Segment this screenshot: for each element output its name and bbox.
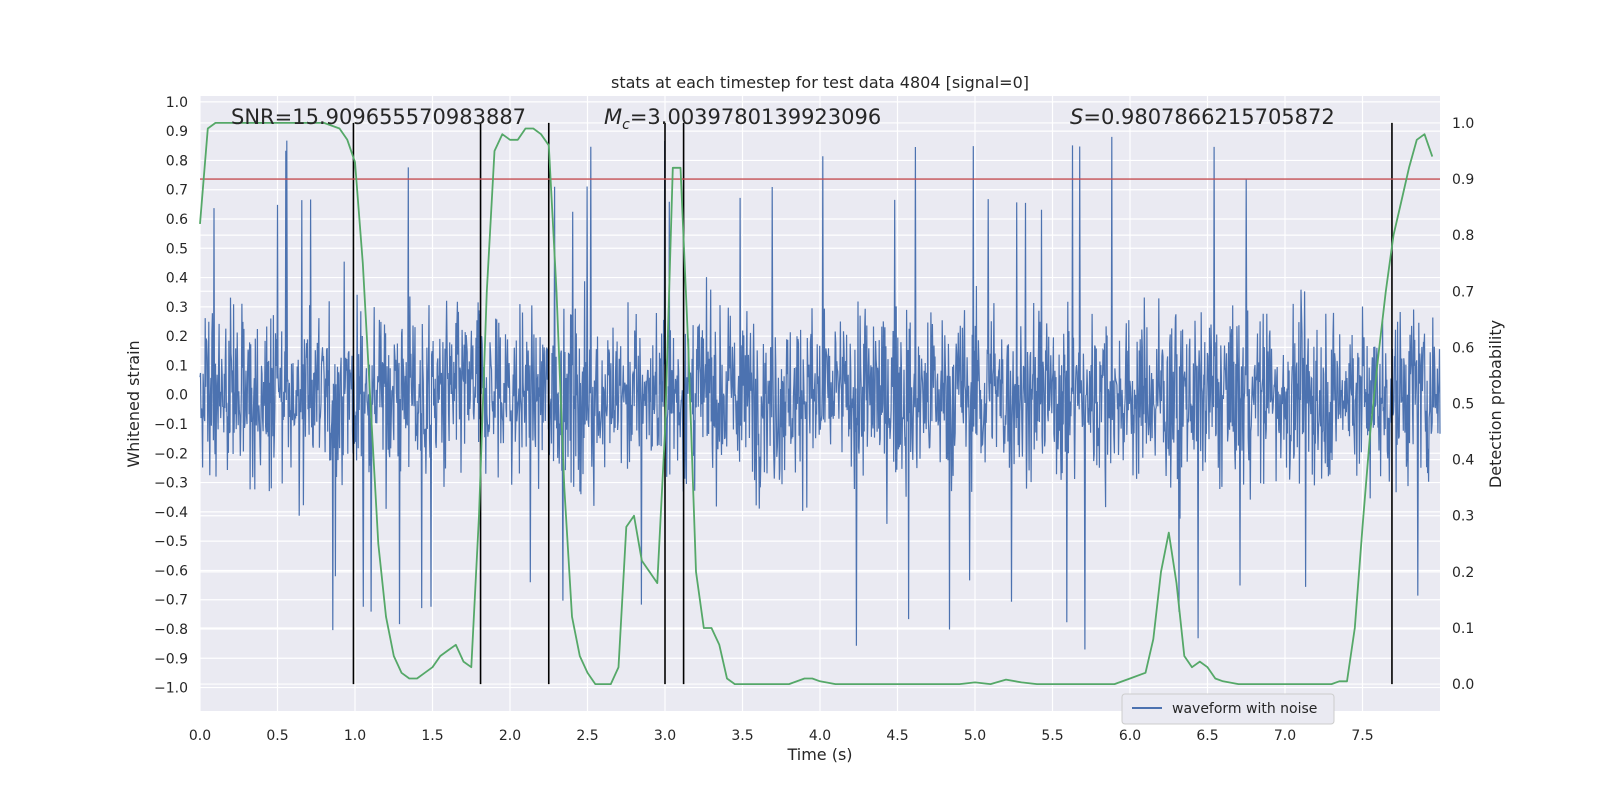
y-left-tick-14: 0.4 (166, 271, 188, 287)
y-left-tick-17: 0.7 (166, 183, 188, 199)
x-tick-labels: 0.0 0.5 1.0 1.5 2.0 2.5 3.0 3.5 4.0 4.5 5.0 5.5 6.0 6… (189, 728, 1374, 744)
y-left-tick-10: 0.0 (166, 388, 188, 404)
x-tick-6: 3.0 (654, 728, 676, 744)
x-tick-0: 0.0 (189, 728, 211, 744)
y-left-tick-6: −0.4 (154, 505, 188, 521)
y-right-tick-9: 0.9 (1452, 172, 1474, 188)
y-left-tick-20: 1.0 (166, 95, 188, 111)
legend-box (1121, 693, 1335, 725)
y-axis-label-right: Detection probability (1486, 320, 1505, 488)
x-tick-5: 2.5 (576, 728, 598, 744)
y-left-tick-8: −0.2 (154, 446, 188, 462)
y-right-tick-5: 0.5 (1452, 397, 1474, 413)
y-left-tick-19: 0.9 (166, 124, 188, 140)
series-detection-probability (199, 122, 1434, 685)
x-tick-15: 7.5 (1351, 728, 1373, 744)
y-right-tick-2: 0.2 (1452, 565, 1474, 581)
x-tick-12: 6.0 (1119, 728, 1141, 744)
annotation-mc: Mc=3.0039780139923096 (604, 105, 881, 133)
y-right-tick-1: 0.1 (1452, 621, 1474, 637)
y-left-tick-18: 0.8 (166, 153, 188, 169)
y-right-tick-0: 0.0 (1452, 677, 1474, 693)
chart-title: stats at each timestep for test data 480… (611, 73, 1029, 92)
y-left-tick-3: −0.7 (154, 593, 188, 609)
y-left-tick-2: −0.8 (154, 622, 188, 638)
y-left-tick-12: 0.2 (166, 329, 188, 345)
y-right-tick-6: 0.6 (1452, 340, 1474, 356)
x-tick-3: 1.5 (421, 728, 443, 744)
x-tick-10: 5.0 (964, 728, 986, 744)
x-tick-11: 5.5 (1041, 728, 1063, 744)
x-axis-label: Time (s) (786, 745, 852, 764)
x-tick-4: 2.0 (499, 728, 521, 744)
series-waveform (199, 136, 1441, 650)
annotation-snr: SNR=15.909655570983887 (231, 105, 526, 129)
x-tick-13: 6.5 (1196, 728, 1218, 744)
y-left-tick-labels: −1.0 −0.9 −0.8 −0.7 −0.6 −0.5 −0.4 −0.3 −0.2 −0.1… (154, 95, 188, 697)
y-right-tick-10: 1.0 (1452, 116, 1474, 132)
annotation-s: S=0.9807866215705872 (1070, 105, 1335, 129)
y-left-tick-13: 0.3 (166, 300, 188, 316)
y-left-tick-15: 0.5 (166, 241, 188, 257)
y-left-tick-1: −0.9 (154, 651, 188, 667)
x-tick-9: 4.5 (886, 728, 908, 744)
probability-line (199, 122, 1434, 685)
y-right-tick-4: 0.4 (1452, 453, 1474, 469)
y-right-tick-8: 0.8 (1452, 228, 1474, 244)
x-tick-14: 7.0 (1274, 728, 1296, 744)
y-left-tick-0: −1.0 (154, 681, 188, 697)
waveform-line (199, 136, 1441, 650)
y-left-tick-5: −0.5 (154, 534, 188, 550)
y-left-tick-9: −0.1 (154, 417, 188, 433)
y-right-tick-labels: 0.0 0.1 0.2 0.3 0.4 0.5 0.6 0.7 0.8 0.9 1.0 (1452, 116, 1474, 693)
y-axis-label-left: Whitened strain (124, 340, 143, 467)
legend: waveform with noise (1121, 693, 1335, 725)
y-left-tick-7: −0.3 (154, 476, 188, 492)
x-tick-2: 1.0 (344, 728, 366, 744)
y-left-tick-4: −0.6 (154, 563, 188, 579)
y-left-tick-11: 0.1 (166, 358, 188, 374)
vertical-lines (352, 122, 1393, 685)
y-right-tick-7: 0.7 (1452, 284, 1474, 300)
y-left-tick-16: 0.6 (166, 212, 188, 228)
y-right-tick-3: 0.3 (1452, 509, 1474, 525)
legend-label-waveform: waveform with noise (1172, 701, 1317, 717)
x-tick-8: 4.0 (809, 728, 831, 744)
x-tick-7: 3.5 (731, 728, 753, 744)
x-tick-1: 0.5 (266, 728, 288, 744)
